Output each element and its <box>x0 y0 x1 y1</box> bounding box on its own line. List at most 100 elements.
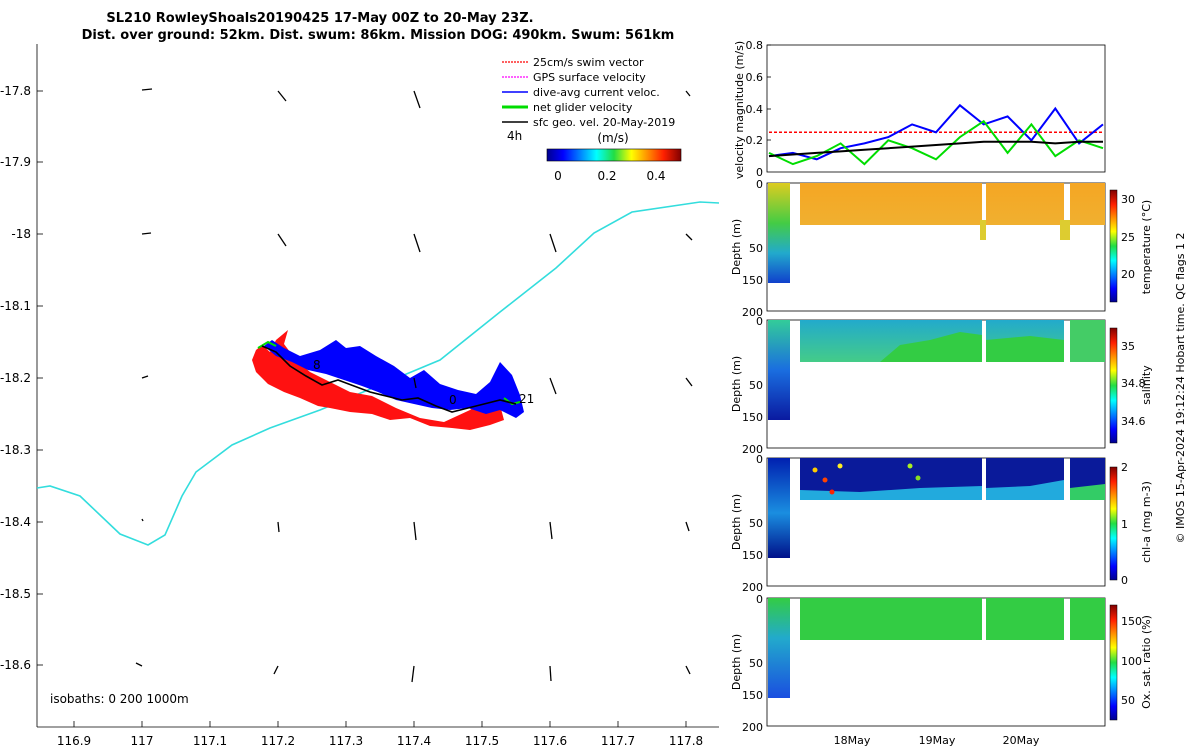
velocity-panel: 0 0.2 0.4 0.6 0.8 velocity magnitude (m/… <box>733 39 1106 179</box>
salinity-y-tick: 200 <box>742 443 763 456</box>
chlorophyll-y-label: Depth (m) <box>730 494 743 550</box>
geo-vector-arrow <box>277 521 280 533</box>
time-x-tick: 20May <box>1003 734 1040 747</box>
chlorophyll-spike <box>915 475 921 481</box>
map-x-tick-label: 117.2 <box>261 734 295 748</box>
velocity-y-tick: 0.2 <box>746 134 764 147</box>
oxygen-profile-deep <box>768 598 790 698</box>
legend-label-gps: GPS surface velocity <box>533 71 646 84</box>
map-y-tick-label: -18 <box>11 227 31 241</box>
chlorophyll-y-tick: 0 <box>756 453 763 466</box>
geo-vector-arrow <box>411 665 415 683</box>
temperature-panel: 0 50 150 200 Depth (m) 20 25 30 temperat… <box>730 178 1153 319</box>
geo-vector-arrow <box>273 665 279 675</box>
geo-vector-arrow <box>135 662 143 667</box>
legend-label-net: net glider velocity <box>533 101 633 114</box>
chlorophyll-colorbar <box>1109 466 1118 581</box>
geo-vector-arrow <box>141 88 153 91</box>
velocity-y-tick: 0.8 <box>746 39 764 52</box>
chlorophyll-spike <box>837 463 843 469</box>
geo-vector-arrow <box>549 233 557 253</box>
geo-vector-arrow <box>141 375 149 379</box>
salinity-colorbar <box>1109 327 1118 444</box>
chlorophyll-colorbar-tick: 0 <box>1121 574 1128 587</box>
temperature-y-tick: 200 <box>742 306 763 319</box>
map-y-tick-label: -18.2 <box>0 371 31 385</box>
legend-label-swim: 25cm/s swim vector <box>533 56 644 69</box>
chlorophyll-y-tick: 150 <box>742 549 763 562</box>
oxygen-colorbar-tick: 50 <box>1121 694 1135 707</box>
chlorophyll-colorbar-label: chl-a (mg m-3) <box>1140 481 1153 563</box>
map-x-tick-marks <box>73 721 687 727</box>
sfc-geo-vectors <box>135 88 693 683</box>
geo-vector-arrow <box>549 665 552 682</box>
map-panel: -17.8 -17.9 -18 -18.1 -18.2 -18.3 -18.4 … <box>0 44 720 748</box>
temperature-profile-surface <box>986 183 1064 225</box>
current-vector-swath <box>264 340 524 418</box>
salinity-high-patch <box>986 336 1064 362</box>
salinity-panel: 0 50 150 200 Depth (m) 34.6 34.8 35 sali… <box>730 315 1153 456</box>
copyright-footer: © IMOS 15-Apr-2024 19:12:24 Hobart time.… <box>1174 233 1187 544</box>
salinity-profile-surface <box>1070 320 1105 362</box>
speed-colorbar-title: (m/s) <box>597 131 628 145</box>
temperature-y-tick: 0 <box>756 178 763 191</box>
map-legend: 25cm/s swim vector GPS surface velocity … <box>502 56 675 143</box>
oxygen-colorbar <box>1109 604 1118 721</box>
speed-colorbar-tick: 0.4 <box>646 169 665 183</box>
chlorophyll-spike <box>907 463 913 469</box>
chlorophyll-spike <box>812 467 818 473</box>
temperature-colorbar-tick: 20 <box>1121 268 1135 281</box>
chlorophyll-max-layer <box>1070 484 1105 500</box>
map-y-tick-label: -18.3 <box>0 443 31 457</box>
legend-label-geo: sfc geo. vel. 20-May-2019 <box>533 116 675 129</box>
geo-vector-arrow <box>141 518 144 522</box>
salinity-high-patch <box>880 332 982 362</box>
velocity-series-group <box>768 103 1104 166</box>
oxygen-y-tick: 0 <box>756 593 763 606</box>
chlorophyll-spike <box>822 477 828 483</box>
geo-vector-arrow <box>549 377 557 395</box>
temperature-colorbar <box>1109 189 1118 303</box>
map-x-tick-label: 117.6 <box>533 734 567 748</box>
geo-vector-arrow <box>413 233 421 253</box>
temperature-profile-surface <box>800 183 982 225</box>
temperature-y-tick: 150 <box>742 274 763 287</box>
salinity-colorbar-tick: 35 <box>1121 340 1135 353</box>
temperature-profile-surface <box>1070 183 1105 225</box>
chlorophyll-colorbar-tick: 1 <box>1121 518 1128 531</box>
legend-label-current: dive-avg current veloc. <box>533 86 660 99</box>
velocity-series-dive-avg-current <box>768 103 1104 161</box>
temperature-colorbar-tick: 30 <box>1121 193 1135 206</box>
salinity-y-tick: 150 <box>742 411 763 424</box>
velocity-y-tick: 0.6 <box>746 71 764 84</box>
temperature-dip <box>980 220 986 240</box>
velocity-y-label: velocity magnitude (m/s) <box>733 41 746 179</box>
swim-vector-swath <box>252 330 504 430</box>
map-x-tick-label: 117.7 <box>601 734 635 748</box>
chlorophyll-profile-deep <box>768 458 790 558</box>
chlorophyll-colorbar-tick: 2 <box>1121 461 1128 474</box>
chlorophyll-y-tick: 200 <box>742 581 763 594</box>
temperature-colorbar-tick: 25 <box>1121 231 1135 244</box>
legend-note: 4h <box>507 129 522 143</box>
geo-vector-arrow <box>413 521 417 541</box>
speed-colorbar <box>546 148 682 162</box>
velocity-axes-box <box>766 44 1106 173</box>
velocity-y-tick: 0 <box>756 166 763 179</box>
oxygen-profile-surface <box>800 598 982 640</box>
temperature-y-label: Depth (m) <box>730 219 743 275</box>
salinity-colorbar-tick: 34.6 <box>1121 415 1146 428</box>
geo-vector-arrow <box>413 377 417 389</box>
oxygen-profile-surface <box>1070 598 1105 640</box>
oxygen-y-tick: 200 <box>742 721 763 734</box>
track-day-label: 8 <box>313 358 321 372</box>
oxygen-y-label: Depth (m) <box>730 634 743 690</box>
time-x-tick: 19May <box>919 734 956 747</box>
map-x-tick-label: 117.1 <box>193 734 227 748</box>
geo-vector-arrow <box>685 233 693 241</box>
speed-colorbar-tick: 0.2 <box>597 169 616 183</box>
geo-vector-arrow <box>685 665 691 675</box>
map-y-tick-label: -18.1 <box>0 299 31 313</box>
geo-vector-arrow <box>549 521 553 540</box>
